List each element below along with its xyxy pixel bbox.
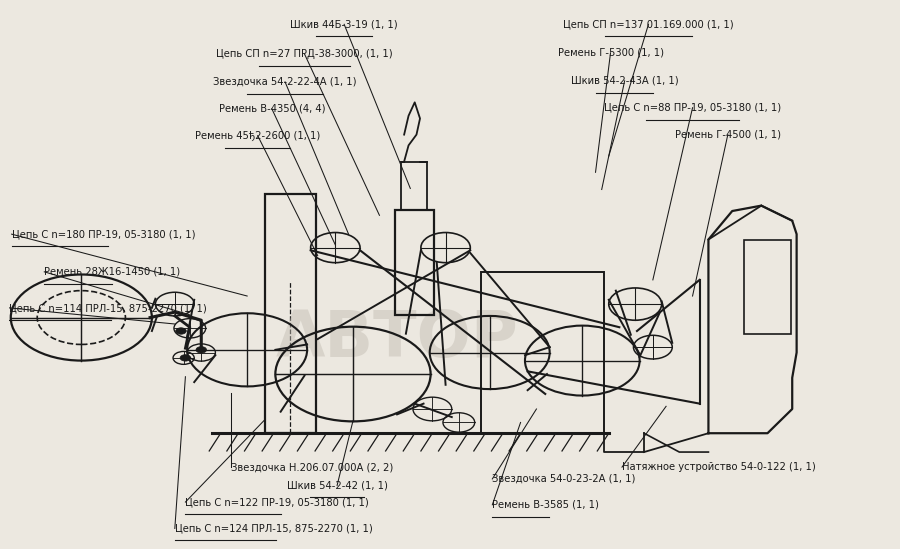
Text: Цепь С n=88 ПР-19, 05-3180 (1, 1): Цепь С n=88 ПР-19, 05-3180 (1, 1) <box>604 103 781 113</box>
Text: Шкив 44Б-3-19 (1, 1): Шкив 44Б-3-19 (1, 1) <box>291 19 398 29</box>
Text: Ремень В-4350 (4, 4): Ремень В-4350 (4, 4) <box>219 104 325 114</box>
Text: Шкив 54-2-43А (1, 1): Шкив 54-2-43А (1, 1) <box>571 76 679 86</box>
Text: Ремень Г-4500 (1, 1): Ремень Г-4500 (1, 1) <box>675 130 781 139</box>
Text: Ремень 28Ж16-1450 (1, 1): Ремень 28Ж16-1450 (1, 1) <box>44 267 180 277</box>
Text: Натяжное устройство 54-0-122 (1, 1): Натяжное устройство 54-0-122 (1, 1) <box>622 462 815 472</box>
Text: Ремень 45ђ2-2600 (1, 1): Ремень 45ђ2-2600 (1, 1) <box>195 131 320 141</box>
Text: Цепь С n=122 ПР-19, 05-3180 (1, 1): Цепь С n=122 ПР-19, 05-3180 (1, 1) <box>185 497 369 507</box>
Text: Ремень Г-5300 (1, 1): Ремень Г-5300 (1, 1) <box>557 48 663 58</box>
Text: Цепь С n=180 ПР-19, 05-3180 (1, 1): Цепь С n=180 ПР-19, 05-3180 (1, 1) <box>12 229 195 239</box>
Text: АВТОР: АВТОР <box>275 308 518 370</box>
Text: Ремень В-3585 (1, 1): Ремень В-3585 (1, 1) <box>492 500 599 510</box>
Text: Цепь СП n=137 01.169.000 (1, 1): Цепь СП n=137 01.169.000 (1, 1) <box>563 19 733 29</box>
Text: Звездочка 54-0-23-2А (1, 1): Звездочка 54-0-23-2А (1, 1) <box>492 474 635 484</box>
Text: Цепь СП n=27 ПРД-38-3000, (1, 1): Цепь СП n=27 ПРД-38-3000, (1, 1) <box>216 49 392 59</box>
Text: Шкив 54-2-42 (1, 1): Шкив 54-2-42 (1, 1) <box>287 480 388 490</box>
Text: Звездочка Н.206.07.000А (2, 2): Звездочка Н.206.07.000А (2, 2) <box>231 462 393 472</box>
Circle shape <box>180 355 191 361</box>
Circle shape <box>196 346 207 353</box>
Text: Цепь С n=124 ПРЛ-15, 875-2270 (1, 1): Цепь С n=124 ПРЛ-15, 875-2270 (1, 1) <box>175 523 373 534</box>
Circle shape <box>176 328 186 334</box>
Text: Цепь С n=114 ПРЛ-15, 875-2270 (1, 1): Цепь С n=114 ПРЛ-15, 875-2270 (1, 1) <box>9 303 207 313</box>
Text: Звездочка 54-2-22-4А (1, 1): Звездочка 54-2-22-4А (1, 1) <box>213 77 356 87</box>
